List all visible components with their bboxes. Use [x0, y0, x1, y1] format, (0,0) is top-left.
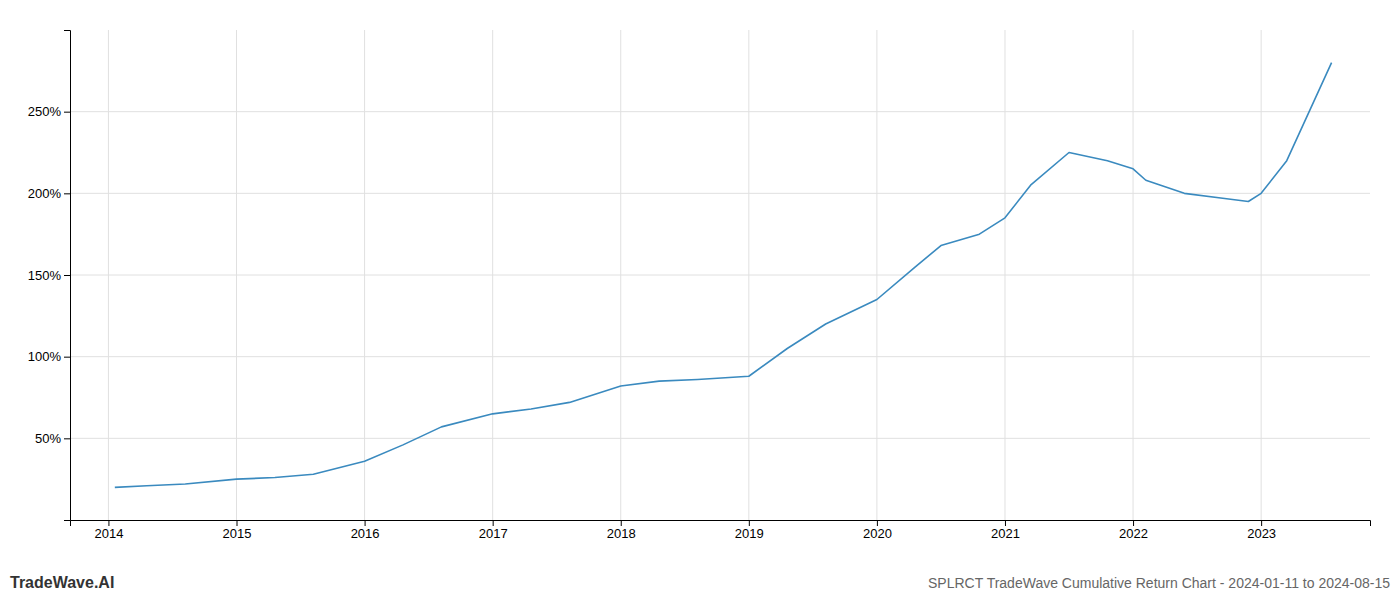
x-tick-label: 2016 [351, 526, 380, 541]
y-tick: 100% [28, 349, 70, 364]
x-tick: 2018 [607, 520, 636, 541]
x-tick: 2017 [479, 520, 508, 541]
x-tick: 2022 [1119, 520, 1148, 541]
x-tick: 2020 [863, 520, 892, 541]
x-tick-mark [108, 520, 109, 526]
chart: 2014 2015 2016 2017 2018 2019 2020 2021 2022 2023… [0, 0, 1400, 600]
x-tick-mark [1005, 520, 1006, 526]
x-tick-mark [621, 520, 622, 526]
y-tick-label: 100% [28, 349, 62, 364]
x-axis: 2014 2015 2016 2017 2018 2019 2020 2021 2022 2023 [71, 520, 1371, 541]
x-tick: 2021 [991, 520, 1020, 541]
x-tick-label: 2022 [1119, 526, 1148, 541]
x-tick-mark [749, 520, 750, 526]
x-tick-label: 2014 [94, 526, 123, 541]
grid-line [70, 438, 1370, 439]
x-tick-label: 2017 [479, 526, 508, 541]
grid-line [70, 275, 1370, 276]
title: SPLRCT TradeWave Cumulative Return Chart… [928, 575, 1390, 591]
x-tick-mark [365, 520, 366, 526]
y-axis-line [64, 31, 71, 521]
grid [70, 30, 1370, 520]
x-tick-mark [237, 520, 238, 526]
x-tick: 2015 [223, 520, 252, 541]
y-tick: 200% [28, 186, 70, 201]
y-tick: 250% [28, 104, 70, 119]
x-tick: 2023 [1247, 520, 1276, 541]
watermark: TradeWave.AI [10, 574, 114, 591]
x-tick-mark [877, 520, 878, 526]
x-tick: 2016 [351, 520, 380, 541]
y-tick-mark [64, 275, 70, 276]
x-tick-label: 2019 [735, 526, 764, 541]
x-tick: 2019 [735, 520, 764, 541]
data-line [115, 63, 1332, 488]
x-tick-label: 2020 [863, 526, 892, 541]
x-tick-mark [1261, 520, 1262, 526]
grid-line [70, 111, 1370, 112]
x-tick-mark [493, 520, 494, 526]
x-tick: 2014 [94, 520, 123, 541]
grid-line [70, 193, 1370, 194]
y-tick-label: 200% [28, 186, 62, 201]
y-tick-mark [64, 193, 70, 194]
x-tick-mark [1133, 520, 1134, 526]
x-tick-label: 2015 [223, 526, 252, 541]
y-tick-mark [64, 112, 70, 113]
x-tick-label: 2018 [607, 526, 636, 541]
x-axis-line [71, 521, 1371, 527]
x-tick-label: 2021 [991, 526, 1020, 541]
y-tick-label: 50% [35, 431, 61, 446]
y-tick: 150% [28, 268, 70, 283]
y-axis: 50% 100% 150% 200% 250% [28, 31, 71, 521]
y-tick-mark [64, 438, 70, 439]
y-tick-mark [64, 357, 70, 358]
y-tick-label: 250% [28, 104, 62, 119]
grid-line [70, 356, 1370, 357]
y-tick: 50% [35, 431, 70, 446]
y-tick-label: 150% [28, 268, 62, 283]
plot-area [115, 63, 1332, 488]
x-tick-label: 2023 [1247, 526, 1276, 541]
